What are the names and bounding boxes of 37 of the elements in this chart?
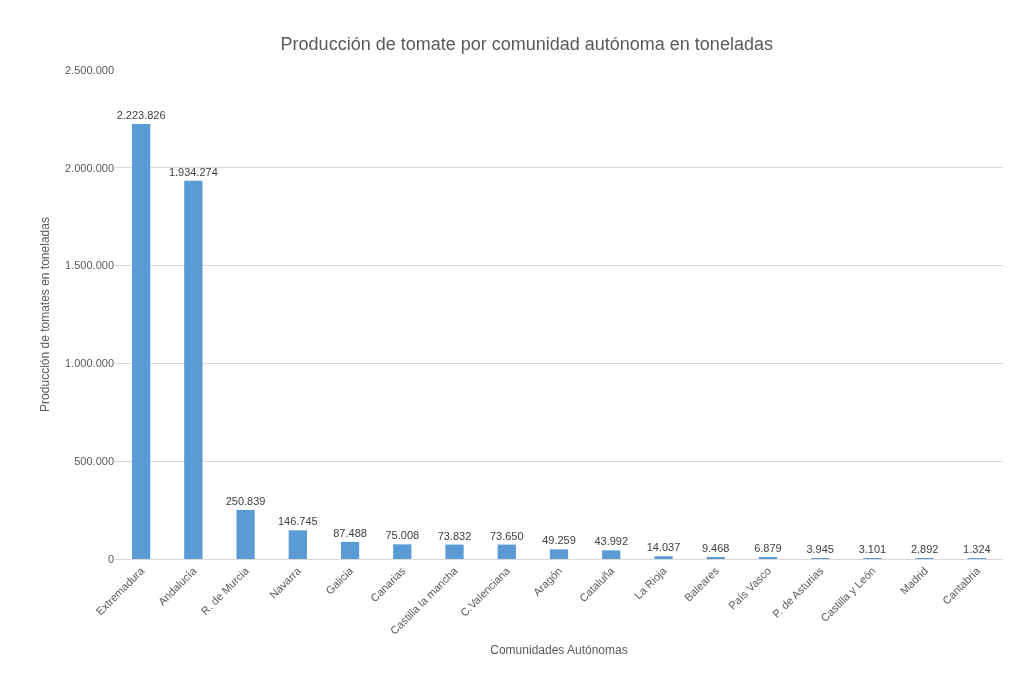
bar xyxy=(184,180,203,559)
bar xyxy=(445,544,464,559)
data-label: 3.945 xyxy=(806,543,834,555)
data-label: 75.008 xyxy=(385,529,420,542)
y-tick-label: 1.500.000 xyxy=(65,259,114,272)
y-tick-label: 1.000.000 xyxy=(65,357,114,370)
data-label: 2.892 xyxy=(910,543,939,555)
y-tick-label: 2.500.000 xyxy=(65,63,114,76)
bar xyxy=(131,124,151,559)
data-label: 73.832 xyxy=(437,529,472,542)
y-tick-label: 500.000 xyxy=(74,455,114,468)
data-label: 9.468 xyxy=(701,542,730,554)
data-label: 1.934.274 xyxy=(168,165,218,178)
bar xyxy=(288,530,307,559)
x-axis-title: Comunidades Autónomas xyxy=(490,643,628,658)
data-label: 73.650 xyxy=(489,529,524,542)
data-label: 3.101 xyxy=(858,543,887,555)
bar xyxy=(602,550,621,559)
data-label: 1.324 xyxy=(963,543,991,555)
data-label: 49.259 xyxy=(542,534,576,547)
bar xyxy=(654,556,673,559)
data-label: 146.745 xyxy=(277,515,318,528)
data-label: 6.879 xyxy=(754,542,782,554)
data-label: 43.992 xyxy=(594,535,629,548)
y-tick-label: 0 xyxy=(107,552,114,565)
y-tick-label: 2.000.000 xyxy=(65,161,114,174)
chart-title: Producción de tomate por comunidad autónoma en toneladas xyxy=(280,34,773,55)
bar xyxy=(393,544,412,559)
data-label: 87.488 xyxy=(333,526,367,539)
data-label: 2.223.826 xyxy=(116,109,166,122)
bar xyxy=(549,549,569,559)
y-axis-title: Producción de tomates en toneladas xyxy=(38,217,53,412)
data-label: 14.037 xyxy=(646,541,681,554)
bar xyxy=(340,541,360,559)
bar xyxy=(497,544,516,559)
data-label: 250.839 xyxy=(225,494,266,507)
bar xyxy=(236,509,255,559)
